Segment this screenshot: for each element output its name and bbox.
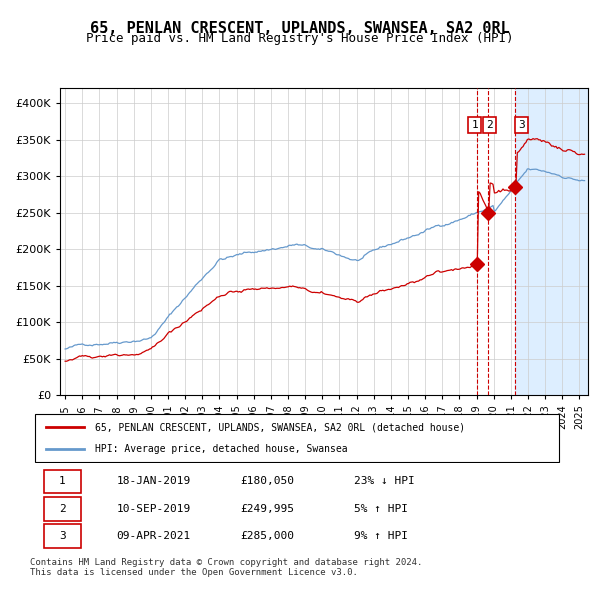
FancyBboxPatch shape bbox=[44, 525, 82, 548]
Text: 9% ↑ HPI: 9% ↑ HPI bbox=[354, 531, 408, 541]
Text: £249,995: £249,995 bbox=[241, 504, 295, 514]
Text: 3: 3 bbox=[518, 120, 525, 130]
Text: 10-SEP-2019: 10-SEP-2019 bbox=[116, 504, 191, 514]
Text: 09-APR-2021: 09-APR-2021 bbox=[116, 531, 191, 541]
Text: 2: 2 bbox=[486, 120, 493, 130]
Text: HPI: Average price, detached house, Swansea: HPI: Average price, detached house, Swan… bbox=[95, 444, 347, 454]
Text: 5% ↑ HPI: 5% ↑ HPI bbox=[354, 504, 408, 514]
Text: 65, PENLAN CRESCENT, UPLANDS, SWANSEA, SA2 0RL: 65, PENLAN CRESCENT, UPLANDS, SWANSEA, S… bbox=[90, 21, 510, 35]
FancyBboxPatch shape bbox=[44, 470, 82, 493]
Text: 65, PENLAN CRESCENT, UPLANDS, SWANSEA, SA2 0RL (detached house): 65, PENLAN CRESCENT, UPLANDS, SWANSEA, S… bbox=[95, 422, 465, 432]
Text: Price paid vs. HM Land Registry's House Price Index (HPI): Price paid vs. HM Land Registry's House … bbox=[86, 32, 514, 45]
Text: £180,050: £180,050 bbox=[241, 477, 295, 487]
Text: 2: 2 bbox=[59, 504, 66, 514]
Text: Contains HM Land Registry data © Crown copyright and database right 2024.
This d: Contains HM Land Registry data © Crown c… bbox=[30, 558, 422, 577]
Text: 1: 1 bbox=[59, 477, 66, 487]
FancyBboxPatch shape bbox=[44, 497, 82, 521]
FancyBboxPatch shape bbox=[35, 414, 559, 462]
Bar bbox=[515, 88, 600, 395]
Text: 1: 1 bbox=[472, 120, 478, 130]
Text: £285,000: £285,000 bbox=[241, 531, 295, 541]
Text: 23% ↓ HPI: 23% ↓ HPI bbox=[354, 477, 415, 487]
Text: 18-JAN-2019: 18-JAN-2019 bbox=[116, 477, 191, 487]
Text: 3: 3 bbox=[59, 531, 66, 541]
